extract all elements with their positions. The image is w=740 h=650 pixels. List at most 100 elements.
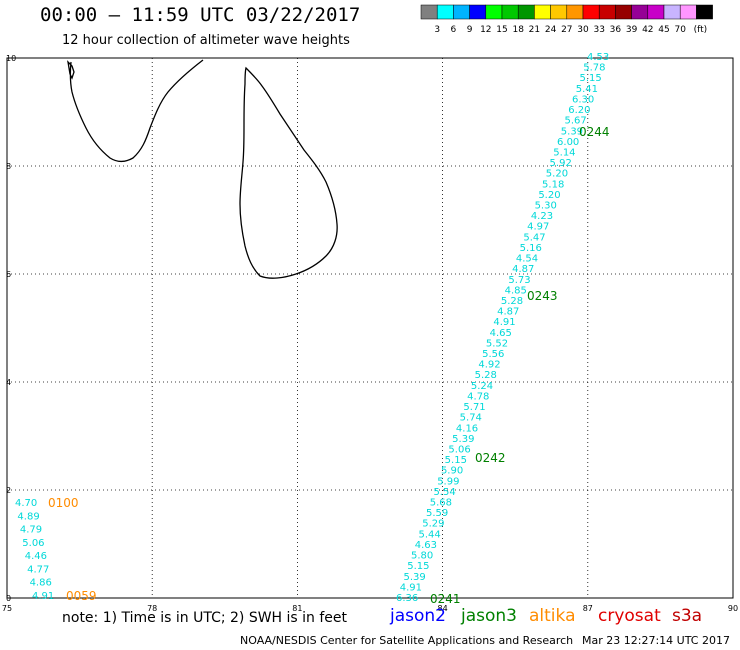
wave-height-value: 5.15 (407, 561, 429, 572)
wave-height-value: 4.89 (17, 511, 39, 522)
wave-height-value: 5.39 (452, 434, 474, 445)
wave-height-value: 5.90 (441, 466, 463, 477)
legend-swatch (436, 4, 454, 20)
wave-height-value: 6.30 (572, 94, 594, 105)
legend-tick-label: 70 (674, 25, 686, 35)
pass-time-label: 0241 (430, 592, 461, 606)
legend-swatch (534, 4, 551, 20)
legend-unit: (ft) (694, 25, 708, 35)
legend-s3a: s3a (672, 606, 703, 626)
x-tick-label: 90 (728, 604, 738, 613)
wave-height-value: 5.39 (403, 572, 425, 583)
wave-height-value: 6.36 (396, 593, 418, 604)
wave-height-tracks: 6.364.915.395.155.804.635.445.295.595.68… (15, 52, 609, 604)
legend-tick-label: 36 (610, 25, 622, 35)
x-tick-label: 87 (583, 604, 593, 613)
y-tick-label: 8 (6, 162, 11, 171)
wave-height-value: 5.92 (550, 158, 572, 169)
pass-time-label: 0059 (66, 589, 97, 603)
map-frame (6, 57, 734, 599)
wave-height-value: 5.56 (482, 349, 504, 360)
map-grid (6, 57, 734, 599)
legend-tick-label: 12 (480, 25, 491, 35)
page-title: 00:00 – 11:59 UTC 03/22/2017 (40, 4, 361, 26)
wave-height-value: 4.23 (531, 211, 553, 222)
wave-height-value: 4.91 (400, 582, 422, 593)
wave-height-value: 4.53 (587, 52, 609, 63)
legend-tick-label: 27 (561, 25, 572, 35)
wave-height-value: 5.30 (535, 201, 557, 212)
wave-height-value: 5.06 (22, 538, 44, 549)
y-tick-label: 4 (6, 378, 11, 387)
wave-height-value: 5.80 (411, 551, 433, 562)
wave-height-value: 5.52 (486, 338, 508, 349)
page-subtitle: 12 hour collection of altimeter wave hei… (62, 33, 350, 48)
legend-jason3: jason3 (461, 606, 517, 626)
legend-tick-label: 15 (496, 25, 507, 35)
pass-time-labels: 0241 0242 0243 0244 0059 0100 (48, 125, 610, 606)
legend-swatch (615, 4, 632, 20)
wave-height-value: 5.73 (508, 275, 530, 286)
pass-time-label: 0100 (48, 496, 79, 510)
wave-height-value: 4.63 (415, 540, 437, 551)
color-scale-legend: 3 6 9 12 15 18 21 24 27 30 33 36 39 42 45 70 (ft) (420, 4, 713, 35)
y-tick-label: 2 (6, 486, 11, 495)
wave-height-value: 5.24 (471, 381, 493, 392)
legend-swatch (696, 4, 713, 20)
legend-swatch (582, 4, 600, 20)
x-tick-label: 78 (147, 604, 157, 613)
legend-tick-label: 3 (434, 25, 440, 35)
legend-swatch (647, 4, 665, 20)
wave-height-value: 5.06 (448, 444, 470, 455)
y-tick-label: 10 (6, 54, 16, 63)
legend-jason2: jason2 (390, 606, 446, 626)
wave-height-value: 5.99 (437, 476, 459, 487)
wave-height-value: 5.78 (583, 63, 605, 74)
legend-tick-label: 42 (642, 25, 653, 35)
units-note: note: 1) Time is in UTC; 2) SWH is in fe… (62, 610, 348, 626)
wave-height-value: 4.91 (493, 317, 515, 328)
wave-height-value: 6.00 (557, 137, 579, 148)
sri-lanka-coastline (67, 59, 338, 279)
wave-height-value: 4.78 (467, 391, 489, 402)
footer-timestamp: Mar 23 12:27:14 UTC 2017 (582, 634, 730, 647)
wave-height-value: 4.70 (15, 498, 37, 509)
wave-height-value: 5.16 (520, 243, 542, 254)
y-tick-label: 0 (6, 594, 11, 603)
y-tick-label: 6 (6, 270, 11, 279)
wave-height-value: 5.74 (460, 413, 482, 424)
legend-swatch (469, 4, 487, 20)
legend-swatch (420, 4, 438, 20)
legend-tick-label: 9 (467, 25, 473, 35)
wave-height-value: 4.92 (478, 360, 500, 371)
x-tick-label: 81 (292, 604, 302, 613)
wave-height-value: 4.86 (30, 578, 52, 589)
wave-height-value: 5.20 (546, 169, 568, 180)
wave-height-value: 5.71 (463, 402, 485, 413)
pass-time-label: 0242 (475, 451, 506, 465)
wave-height-value: 4.65 (490, 328, 512, 339)
wave-height-value: 4.54 (516, 254, 538, 265)
wave-height-value: 4.77 (27, 564, 49, 575)
legend-swatch (550, 4, 568, 20)
legend-tick-label: 6 (451, 25, 457, 35)
wave-height-value: 4.87 (512, 264, 534, 275)
wave-height-value: 4.91 (32, 591, 54, 602)
legend-tick-label: 33 (593, 25, 604, 35)
wave-height-value: 5.68 (430, 498, 452, 509)
wave-height-value: 5.28 (475, 370, 497, 381)
pass-time-label: 0244 (579, 125, 610, 139)
legend-swatch (663, 4, 681, 20)
legend-cryosat: cryosat (598, 606, 661, 626)
legend-tick-label: 24 (545, 25, 557, 35)
wave-height-value: 4.46 (25, 551, 47, 562)
wave-height-value: 5.18 (542, 179, 564, 190)
x-tick-label: 84 (438, 604, 448, 613)
legend-altika: altika (529, 606, 576, 626)
legend-swatch (453, 4, 470, 20)
legend-swatch (598, 4, 616, 20)
wave-height-value: 4.85 (505, 285, 527, 296)
wave-height-value: 5.41 (576, 84, 598, 95)
wave-height-value: 5.15 (580, 73, 602, 84)
